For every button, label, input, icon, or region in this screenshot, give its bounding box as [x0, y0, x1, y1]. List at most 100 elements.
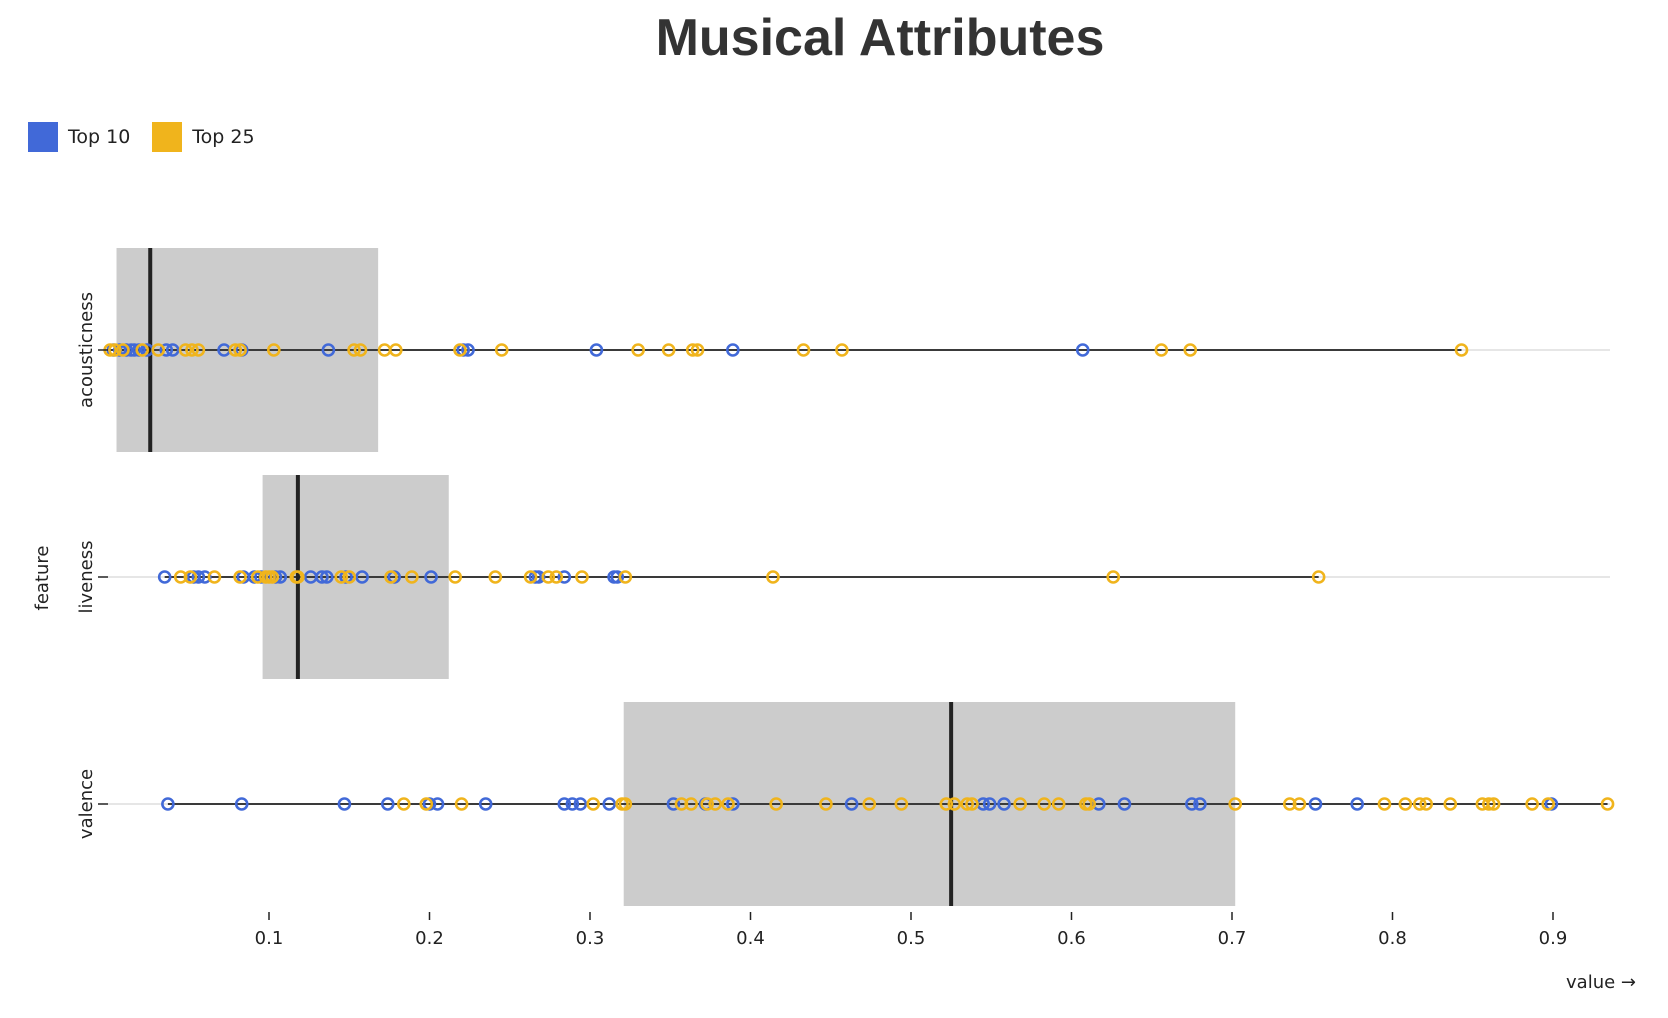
point-top25-acousticness-10 — [267, 343, 281, 357]
point-top25-liveness-17 — [541, 570, 556, 584]
y-tick-label-valence: valence — [76, 769, 97, 839]
point-top10-acousticness-13 — [461, 343, 475, 357]
point-top25-acousticness-9 — [233, 343, 247, 357]
point-top25-liveness-13 — [405, 570, 419, 584]
point-top10-valence-3 — [380, 797, 395, 811]
point-top10-liveness-10 — [315, 570, 329, 584]
point-top25-acousticness-14 — [388, 343, 403, 357]
point-top10-valence-6 — [478, 797, 493, 811]
point-top25-valence-7 — [684, 797, 698, 811]
point-top25-valence-18 — [965, 797, 979, 811]
point-top10-acousticness-8 — [165, 343, 180, 357]
point-top25-acousticness-16 — [494, 343, 509, 357]
point-top10-valence-23 — [1350, 797, 1364, 811]
point-top25-liveness-23 — [1311, 570, 1326, 584]
point-top25-valence-8 — [700, 797, 714, 811]
point-top10-valence-14 — [844, 797, 859, 811]
point-top10-acousticness-14 — [589, 343, 604, 357]
point-top25-valence-24 — [1228, 797, 1243, 811]
y-axis-label: feature — [32, 546, 53, 611]
point-top10-acousticness-7 — [159, 343, 174, 357]
point-top25-valence-16 — [947, 797, 962, 811]
axes-layer: acousticness liveness valence 0.1 0.2 0.3 0.4 0… — [76, 292, 1567, 949]
point-top25-liveness-10 — [334, 570, 349, 584]
point-top10-liveness-2 — [191, 570, 206, 584]
point-top25-liveness-20 — [618, 570, 633, 584]
point-top25-valence-36 — [1541, 797, 1555, 811]
point-top25-acousticness-20 — [690, 343, 705, 357]
y-tick-label-acousticness: acousticness — [76, 292, 97, 408]
point-top25-acousticness-19 — [685, 343, 700, 357]
legend-label-top10: Top 10 — [68, 126, 131, 148]
point-top25-acousticness-22 — [835, 343, 849, 357]
point-top25-acousticness-15 — [453, 343, 467, 357]
point-top25-valence-6 — [674, 797, 689, 811]
point-top10-valence-9 — [573, 797, 588, 811]
y-tick-label-liveness: liveness — [76, 541, 97, 614]
point-top25-valence-35 — [1525, 797, 1539, 811]
point-top25-liveness-12 — [384, 570, 398, 584]
point-top10-valence-7 — [557, 797, 572, 811]
point-top10-valence-0 — [161, 797, 175, 811]
legend-item-top25: Top 25 — [152, 122, 255, 152]
point-top25-acousticness-24 — [1183, 343, 1198, 357]
point-top25-valence-19 — [1013, 797, 1027, 811]
point-top25-acousticness-1 — [108, 343, 122, 357]
x-tick-label-8: 0.9 — [1539, 928, 1568, 949]
chart-title: Musical Attributes — [655, 9, 1105, 67]
point-top25-liveness-21 — [766, 570, 780, 584]
point-top10-liveness-3 — [198, 570, 212, 584]
x-tick-label-2: 0.3 — [576, 928, 605, 949]
point-top25-valence-33 — [1482, 797, 1496, 811]
point-top25-acousticness-6 — [185, 343, 199, 357]
point-top25-valence-3 — [586, 797, 601, 811]
point-top25-valence-25 — [1282, 797, 1297, 811]
point-top10-valence-11 — [666, 797, 681, 811]
legend: Top 10 Top 25 — [28, 122, 277, 152]
point-top25-valence-37 — [1600, 797, 1615, 811]
point-top25-liveness-2 — [207, 570, 222, 584]
point-top25-liveness-11 — [342, 570, 357, 584]
x-tick-label-4: 0.5 — [897, 928, 926, 949]
legend-label-top25: Top 25 — [192, 126, 255, 148]
point-top25-valence-34 — [1486, 797, 1501, 811]
point-top10-liveness-17 — [531, 570, 546, 584]
point-top10-valence-13 — [726, 797, 740, 811]
point-top25-valence-10 — [721, 797, 735, 811]
legend-swatch-top10 — [28, 122, 58, 152]
point-top25-liveness-16 — [523, 570, 538, 584]
point-top25-valence-17 — [960, 797, 974, 811]
point-top10-valence-8 — [565, 797, 580, 811]
point-top10-valence-21 — [1193, 797, 1207, 811]
point-top25-valence-20 — [1037, 797, 1052, 811]
point-top25-acousticness-25 — [1454, 343, 1469, 357]
point-top25-valence-31 — [1443, 797, 1458, 811]
x-tick-label-7: 0.8 — [1378, 928, 1407, 949]
point-top25-acousticness-5 — [178, 343, 193, 357]
point-top25-acousticness-21 — [796, 343, 811, 357]
point-top10-liveness-13 — [355, 570, 369, 584]
point-top10-valence-1 — [234, 797, 249, 811]
point-top10-valence-2 — [337, 797, 352, 811]
point-top25-valence-0 — [397, 797, 411, 811]
x-tick-label-6: 0.7 — [1218, 928, 1247, 949]
point-top25-liveness-18 — [549, 570, 564, 584]
point-top10-liveness-18 — [557, 570, 572, 584]
point-top10-valence-10 — [602, 797, 617, 811]
point-top25-liveness-22 — [1106, 570, 1121, 584]
point-top25-valence-13 — [862, 797, 877, 811]
point-top10-valence-19 — [1117, 797, 1132, 811]
points-layer — [103, 343, 1615, 811]
point-top10-valence-17 — [997, 797, 1011, 811]
point-top10-valence-18 — [1091, 797, 1106, 811]
point-top25-valence-23 — [1082, 797, 1096, 811]
point-top25-valence-21 — [1051, 797, 1066, 811]
point-top25-valence-14 — [894, 797, 909, 811]
point-top25-valence-15 — [939, 797, 954, 811]
point-top10-acousticness-11 — [321, 343, 336, 357]
point-top25-valence-5 — [618, 797, 633, 811]
point-top10-acousticness-15 — [726, 343, 740, 357]
point-top25-liveness-15 — [488, 570, 503, 584]
x-tick-label-3: 0.4 — [736, 928, 765, 949]
